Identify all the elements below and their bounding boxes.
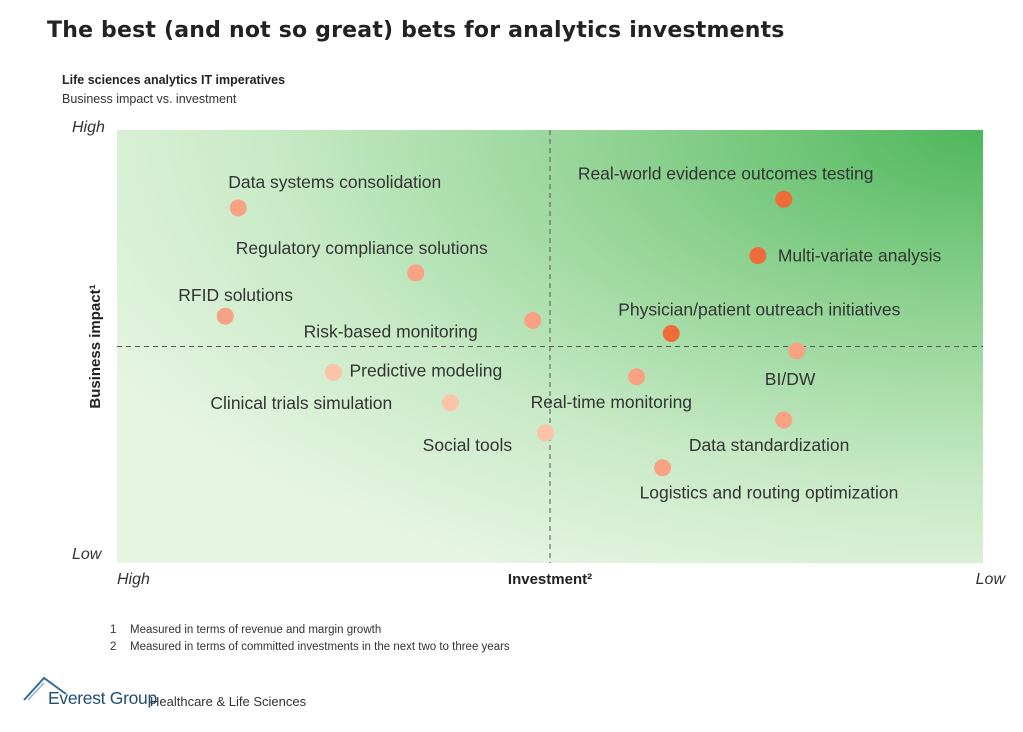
y-axis-title: Business impact¹ [87, 284, 104, 408]
point-label: Data standardization [689, 435, 850, 455]
x-axis-right-label: Low [976, 571, 1007, 588]
data-point [662, 325, 680, 343]
company-logo: Everest Group Healthcare & Life Sciences [22, 674, 342, 714]
data-point [788, 342, 806, 360]
footnote-number: 2 [110, 641, 117, 653]
data-point [654, 459, 672, 477]
point-label: Predictive modeling [350, 360, 503, 380]
point-label: RFID solutions [178, 285, 293, 305]
point-label: Clinical trials simulation [210, 393, 392, 413]
point-label: Real-world evidence outcomes testing [578, 163, 874, 183]
point-label: Risk-based monitoring [304, 322, 478, 342]
page-title: The best (and not so great) bets for ana… [47, 18, 785, 43]
point-label: Regulatory compliance solutions [236, 238, 488, 258]
data-point [537, 424, 555, 442]
footnote-1: 1 Measured in terms of revenue and margin… [110, 624, 381, 636]
y-axis-low-label: Low [72, 546, 103, 563]
y-axis-high-label: High [72, 119, 105, 136]
point-label: Social tools [423, 435, 513, 455]
data-point [441, 394, 459, 412]
data-point [216, 307, 234, 325]
data-point [749, 247, 767, 265]
data-point [229, 199, 247, 217]
point-label: Logistics and routing optimization [640, 483, 899, 503]
data-point [407, 264, 425, 282]
point-label: Physician/patient outreach initiatives [618, 300, 900, 320]
logo-division: Healthcare & Life Sciences [150, 694, 307, 709]
footnote-text: Measured in terms of revenue and margin … [130, 624, 382, 636]
point-label: BI/DW [765, 369, 816, 389]
footnote-number: 1 [110, 624, 117, 636]
data-point [628, 368, 646, 386]
footnote-text: Measured in terms of committed investmen… [130, 641, 510, 653]
chart-subtitle-secondary: Business impact vs. investment [62, 92, 237, 106]
x-axis-left-label: High [117, 571, 150, 588]
point-label: Multi-variate analysis [778, 246, 942, 266]
mountain-icon [23, 676, 67, 701]
scatter-chart: Data systems consolidation Regulatory com… [72, 119, 1007, 588]
data-point [775, 190, 793, 208]
data-point [775, 411, 793, 429]
point-label: Real-time monitoring [531, 392, 692, 412]
data-point [524, 312, 542, 330]
footnote-2: 2 Measured in terms of committed investme… [110, 641, 510, 653]
x-axis-title: Investment² [508, 571, 592, 588]
point-label: Data systems consolidation [228, 172, 441, 192]
data-points: Data systems consolidation Regulatory com… [178, 163, 941, 502]
logo-brand-name: Everest Group [48, 688, 157, 708]
chart-subtitle: Life sciences analytics IT imperatives [62, 73, 286, 87]
data-point [325, 363, 342, 381]
